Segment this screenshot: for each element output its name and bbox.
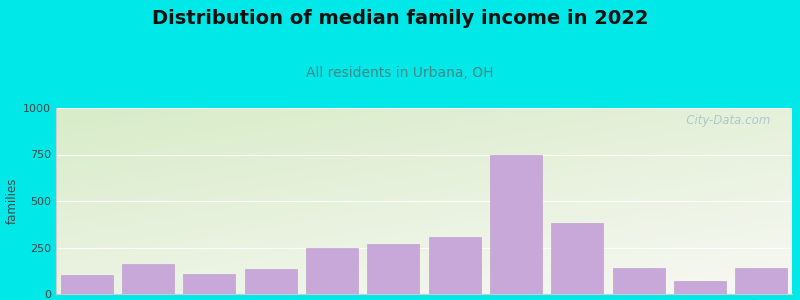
- Bar: [674, 281, 726, 294]
- Text: Distribution of median family income in 2022: Distribution of median family income in …: [152, 9, 648, 28]
- Bar: [490, 154, 542, 294]
- Bar: [735, 268, 787, 294]
- Text: All residents in Urbana, OH: All residents in Urbana, OH: [306, 66, 494, 80]
- Bar: [613, 268, 665, 294]
- Bar: [61, 275, 113, 294]
- Text: City-Data.com: City-Data.com: [674, 114, 770, 127]
- Bar: [551, 223, 603, 294]
- Bar: [122, 264, 174, 294]
- Y-axis label: families: families: [6, 178, 19, 224]
- Bar: [367, 244, 419, 294]
- Bar: [245, 269, 297, 294]
- Bar: [306, 248, 358, 294]
- Bar: [183, 274, 235, 294]
- Bar: [429, 237, 481, 294]
